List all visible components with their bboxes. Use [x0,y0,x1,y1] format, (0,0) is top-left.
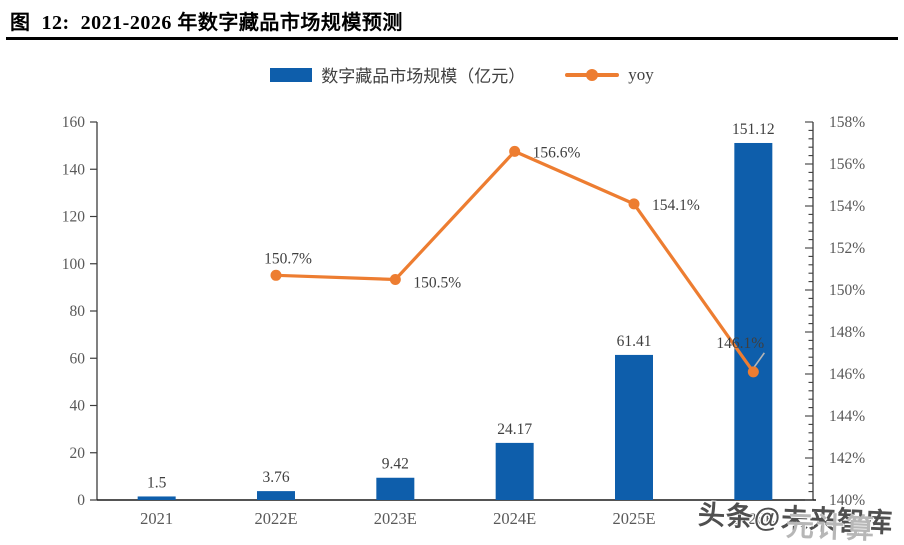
bar [137,496,176,500]
bar [495,442,534,500]
legend-item-yoy: yoy [565,65,654,85]
chart-canvas: 0 20 40 60 80 100 120 140 160 140% 142% 144% 146% 148… [62,114,866,528]
bar-value-label: 24.17 [497,421,532,438]
right-axis-tick-label: 148% [829,324,865,341]
right-axis-tick-label: 156% [829,156,865,173]
left-axis-tick-label: 160 [62,114,86,131]
bar-value-label: 3.76 [262,469,289,486]
yoy-value-label: 146.1% [716,335,764,352]
bar-value-label: 151.12 [732,121,775,138]
bar-value-label: 61.41 [617,333,652,350]
bar-series-swatch [270,67,313,82]
yoy-marker [747,366,759,378]
x-axis-label: 2025E [612,509,655,528]
right-axis-tick-label: 146% [829,366,865,383]
bar [615,354,653,500]
bar [376,477,415,500]
bar [734,142,773,500]
watermark-yuanjisuan: 元计算 [785,510,877,545]
yoy-marker [389,274,401,285]
bar-value-label: 1.5 [147,474,167,491]
bar-value-label: 9.42 [382,456,409,473]
left-axis-tick-label: 0 [77,492,85,509]
line-swatch-marker-icon [586,68,599,81]
x-axis-label: 2021 [140,509,173,528]
bar-series-label: 数字藏品市场规模（亿元） [321,67,526,86]
left-axis-tick-label: 80 [70,303,86,320]
left-axis-tick-label: 40 [70,398,86,415]
x-axis-label: 2022E [254,509,297,528]
left-axis-tick-label: 140 [62,161,86,178]
right-axis-tick-label: 150% [829,282,865,299]
left-axis-tick-label: 60 [70,350,86,367]
left-axis-tick-label: 20 [70,445,86,462]
line-series-label: yoy [628,64,654,84]
yoy-value-label: 150.5% [413,275,461,292]
right-axis-tick-label: 140% [829,492,865,509]
x-axis-label: 2023E [374,509,417,528]
x-axis-label: 2026E [732,509,775,528]
bar [257,491,295,500]
yoy-line [275,149,755,373]
right-axis-tick-label: 152% [829,240,865,257]
x-axis-label: 2024E [493,509,536,528]
figure-title: 图 12: 2021-2026 年数字藏品市场规模预测 [10,12,403,34]
right-axis-tick-label: 144% [829,408,865,425]
yoy-marker [270,269,282,281]
legend: 数字藏品市场规模（亿元） yoy [0,62,904,87]
left-axis-tick-label: 100 [62,256,86,273]
yoy-value-label: 156.6% [533,144,581,161]
right-axis-tick-label: 158% [829,114,865,131]
right-axis-tick-label: 154% [829,198,865,215]
yoy-marker [509,145,521,157]
leader-line [753,352,765,368]
line-series-swatch [565,68,620,82]
legend-item-market-size: 数字藏品市场规模（亿元） [270,62,525,87]
yoy-value-label: 154.1% [652,197,700,214]
yoy-value-label: 150.7% [264,250,312,267]
right-axis-tick-label: 142% [829,450,865,467]
yoy-marker [628,198,640,210]
title-rule [6,37,898,40]
left-axis-tick-label: 120 [62,209,86,226]
